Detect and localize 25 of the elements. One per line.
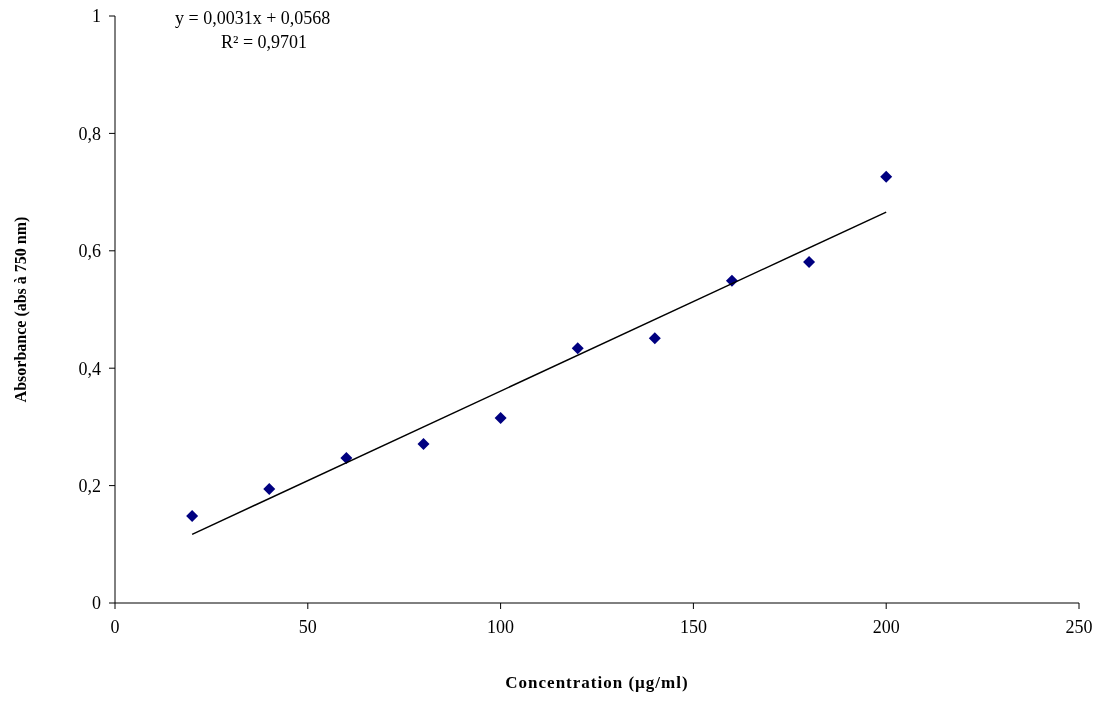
x-tick-label: 200 — [872, 617, 900, 637]
point — [494, 412, 507, 425]
x-tick-label: 250 — [1065, 617, 1093, 637]
y-axis-title: Absorbance (abs à 750 nm) — [12, 216, 30, 403]
y-tick-label: 0,2 — [78, 475, 101, 496]
point — [186, 510, 199, 523]
point — [803, 255, 816, 268]
y-tick-label: 1 — [92, 6, 101, 27]
point — [648, 332, 661, 345]
point — [340, 452, 353, 465]
x-tick-label: 150 — [679, 617, 707, 637]
y-tick-label: 0,8 — [78, 123, 101, 144]
y-tick-label: 0,4 — [78, 358, 101, 379]
annotation: R² = 0,9701 — [221, 32, 308, 52]
annotation: y = 0,0031x + 0,0568 — [175, 8, 331, 28]
point — [880, 170, 893, 183]
x-tick-label: 50 — [298, 617, 317, 637]
y-tick-label: 0,6 — [78, 241, 101, 262]
point — [571, 342, 584, 355]
x-tick-label: 100 — [487, 617, 515, 637]
x-axis-title: Concentration (µg/ml) — [505, 673, 689, 692]
x-tick-label: 0 — [110, 617, 120, 637]
y-tick-label: 0 — [92, 593, 101, 614]
point — [417, 437, 430, 450]
point — [263, 483, 276, 496]
